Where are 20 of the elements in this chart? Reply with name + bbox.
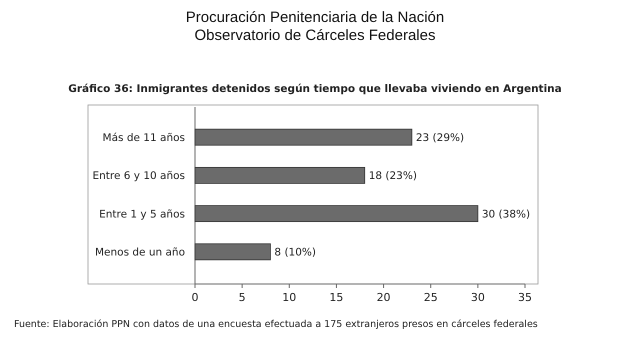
data-label: 30 (38%) (482, 208, 530, 220)
text: Observatorio de Cárceles Federales (194, 27, 436, 44)
x-tick-label: 5 (238, 291, 246, 304)
x-tick-label: 30 (470, 291, 485, 304)
y-tick-label: Más de 11 años (102, 132, 185, 144)
y-tick-label: Entre 6 y 10 años (92, 170, 185, 182)
x-tick-label: 0 (192, 291, 198, 304)
y-tick-label: Menos de un año (94, 246, 185, 258)
data-label: 23 (29%) (416, 132, 464, 144)
x-tick-label: 35 (518, 291, 532, 304)
data-label: 18 (23%) (368, 170, 417, 182)
text: Procuración Penitenciaria de la Nación (186, 9, 444, 26)
x-tick-label: 25 (424, 291, 438, 304)
x-tick-label: 20 (376, 291, 391, 304)
chart-title: Gráfico 36: Inmigrantes detenidos según tiempo que llevaba viviendo en Argentina (68, 83, 562, 95)
data-label: 8 (10%) (274, 246, 316, 258)
x-tick-label: 10 (282, 291, 296, 304)
source-note: Fuente: Elaboración PPN con datos de una encuesta efectuada a 175 extranjeros presos en cárceles federales (14, 319, 538, 330)
y-tick-label: Entre 1 y 5 años (99, 208, 185, 220)
x-tick-label: 15 (329, 291, 344, 304)
